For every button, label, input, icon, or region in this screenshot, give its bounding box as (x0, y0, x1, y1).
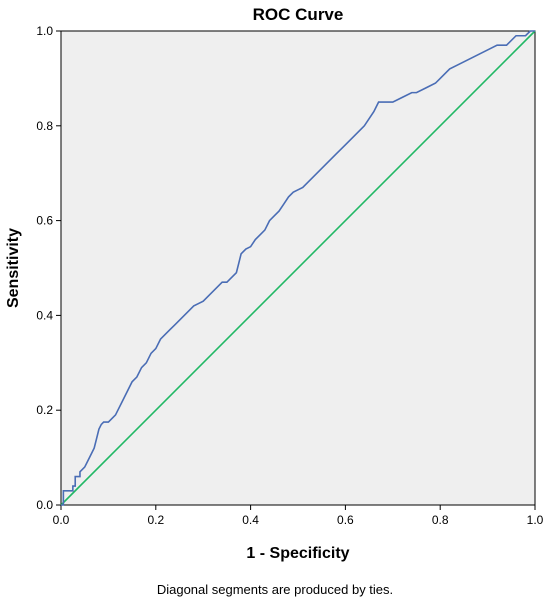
x-axis-label: 1 - Specificity (246, 545, 349, 562)
x-tick-label: 0.4 (242, 513, 259, 527)
y-tick-label: 0.8 (36, 119, 53, 133)
y-tick-label: 0.2 (36, 403, 53, 417)
roc-curve-line (61, 30, 535, 506)
x-tick-label: 0.2 (147, 513, 164, 527)
y-tick-label: 0.4 (36, 308, 53, 322)
y-axis-ticks: 0.0 0.2 0.4 0.6 0.8 1.0 (36, 24, 61, 512)
x-axis-ticks: 0.0 0.2 0.4 0.6 0.8 1.0 (53, 505, 544, 527)
y-tick-label: 0.0 (36, 498, 53, 512)
chart-title: ROC Curve (253, 5, 344, 24)
y-tick-label: 0.6 (36, 214, 53, 228)
x-tick-label: 0.8 (432, 513, 449, 527)
y-tick-label: 1.0 (36, 24, 53, 38)
chart-footnote: Diagonal segments are produced by ties. (157, 582, 393, 597)
x-tick-label: 0.0 (53, 513, 70, 527)
reference-diagonal-line (60, 30, 536, 506)
x-tick-label: 1.0 (527, 513, 544, 527)
x-tick-label: 0.6 (337, 513, 354, 527)
y-axis-label: Sensitivity (5, 228, 22, 308)
